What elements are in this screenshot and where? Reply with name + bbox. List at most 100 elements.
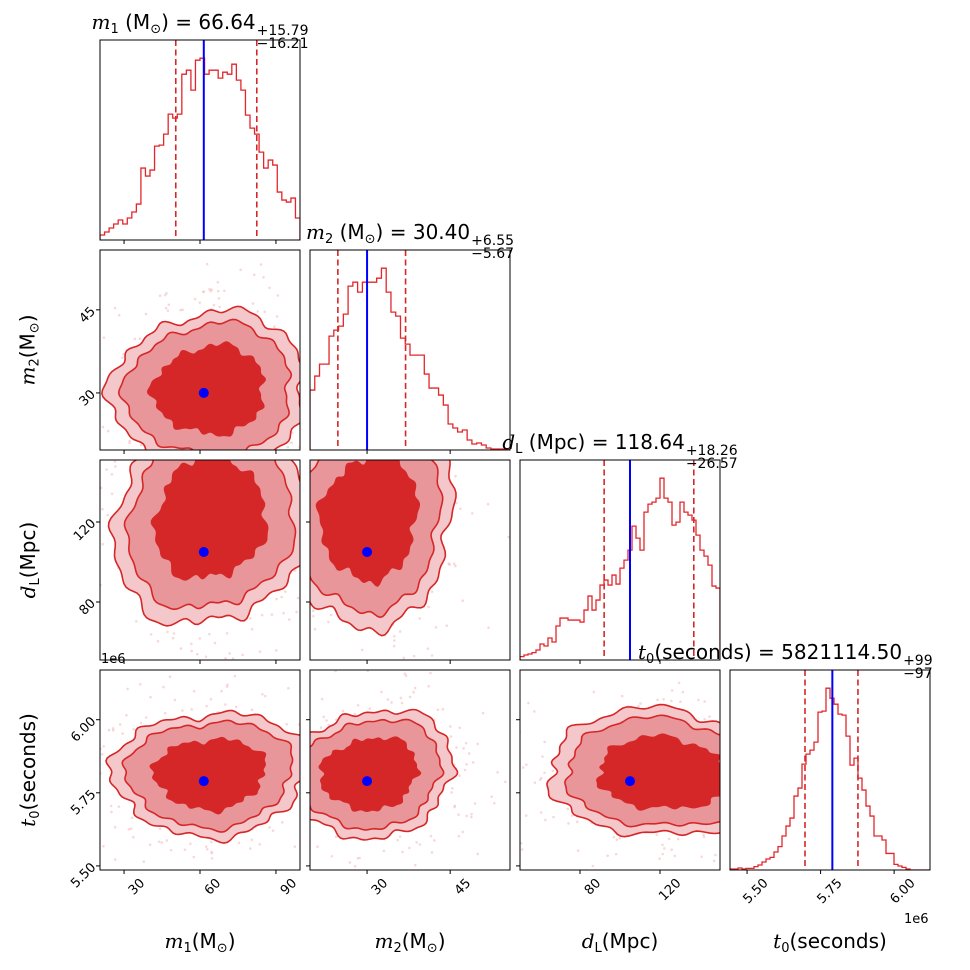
hist-panel-m2 bbox=[309, 249, 511, 454]
scatter-point bbox=[305, 852, 308, 855]
scatter-point bbox=[658, 857, 661, 860]
panel-content bbox=[39, 246, 365, 456]
scatter-point bbox=[426, 419, 429, 422]
scatter-point bbox=[410, 886, 413, 889]
scatter-point bbox=[144, 312, 148, 316]
scatter-point bbox=[502, 805, 505, 808]
scatter-point bbox=[263, 310, 267, 314]
scatter-point bbox=[363, 312, 366, 315]
scatter-point bbox=[202, 290, 206, 293]
scatter-point bbox=[361, 356, 364, 359]
title-unit-sub: ⊙ bbox=[150, 22, 162, 37]
scatter-point bbox=[455, 501, 458, 505]
scatter-point bbox=[323, 429, 326, 432]
scatter-point bbox=[237, 841, 241, 845]
scatter-point bbox=[392, 644, 396, 648]
scatter-point bbox=[197, 246, 200, 249]
scatter-point bbox=[109, 804, 113, 808]
scatter-point bbox=[800, 733, 803, 736]
scatter-point bbox=[445, 624, 449, 628]
title-eq: = bbox=[591, 430, 609, 454]
scatter-point bbox=[149, 633, 153, 636]
scatter-point bbox=[163, 293, 167, 297]
scatter-point bbox=[670, 689, 674, 692]
scatter-point bbox=[268, 826, 271, 829]
scatter-point bbox=[193, 297, 197, 301]
scatter-point bbox=[403, 900, 406, 903]
scatter-point bbox=[511, 835, 514, 838]
scatter-point bbox=[753, 720, 756, 723]
title-m2: m2 (M⊙) = 30.40 +6.55 −5.67 bbox=[306, 222, 514, 261]
scatter-point bbox=[462, 747, 465, 750]
label-unit-close: ) bbox=[15, 314, 40, 323]
scatter-point bbox=[74, 453, 77, 456]
scatter-point bbox=[256, 310, 259, 313]
scatter-point bbox=[39, 420, 42, 423]
label-unit: (seconds) bbox=[789, 929, 887, 953]
scatter-point bbox=[195, 652, 199, 656]
label-unit-sub: ⊙ bbox=[426, 941, 438, 956]
scatter-point bbox=[134, 619, 138, 623]
label-unit-close: ) bbox=[227, 929, 236, 953]
scatter-point bbox=[120, 447, 123, 450]
truth-point bbox=[198, 547, 209, 557]
title-symbol: d bbox=[502, 430, 516, 454]
scatter-point bbox=[302, 570, 305, 573]
scatter-point bbox=[766, 790, 769, 793]
title-unit-close: ) bbox=[375, 220, 384, 244]
scatter-point bbox=[101, 542, 104, 546]
scatter-point bbox=[768, 750, 771, 753]
scatter-point bbox=[102, 336, 106, 339]
xlabel-m1: m1(M⊙) bbox=[164, 929, 236, 955]
title-eq: = bbox=[389, 220, 407, 244]
scatter-point bbox=[521, 766, 525, 769]
scatter-point bbox=[208, 287, 211, 291]
scatter-point bbox=[273, 325, 276, 328]
scatter-point bbox=[334, 357, 337, 360]
scatter-point bbox=[274, 649, 278, 652]
scatter-point bbox=[301, 411, 304, 414]
scatter-point bbox=[393, 639, 396, 642]
scatter-point bbox=[118, 723, 122, 726]
scatter-point bbox=[722, 822, 725, 825]
scatter-point bbox=[331, 420, 334, 423]
scatter-point bbox=[541, 755, 544, 758]
truth-point bbox=[625, 776, 635, 787]
scatter-point bbox=[470, 812, 473, 816]
scatter-point bbox=[305, 805, 308, 808]
scatter-point bbox=[304, 739, 307, 742]
scatter-point bbox=[606, 854, 609, 858]
title-minus: −97 bbox=[903, 666, 933, 682]
scatter-point bbox=[268, 286, 271, 290]
scatter-point bbox=[702, 833, 705, 837]
scatter-point bbox=[216, 289, 220, 293]
scatter-point bbox=[421, 377, 424, 380]
scatter-point bbox=[576, 849, 580, 852]
title-unit: (M bbox=[125, 10, 151, 34]
scatter-point bbox=[476, 742, 479, 746]
scatter-point bbox=[239, 268, 242, 272]
scatter-point bbox=[470, 512, 474, 515]
scatter-point bbox=[166, 309, 170, 312]
scatter-point bbox=[173, 698, 177, 702]
scatter-point bbox=[544, 818, 547, 822]
scatter-point bbox=[267, 663, 270, 666]
title-t0: t0(seconds) = 5821114.50 +99 −97 bbox=[638, 642, 933, 681]
scatter-point bbox=[490, 795, 493, 799]
scatter-point bbox=[300, 726, 303, 729]
scatter-point bbox=[771, 846, 774, 849]
scatter-point bbox=[761, 794, 764, 797]
scatter-point bbox=[183, 848, 187, 852]
scatter-point bbox=[677, 681, 681, 685]
scatter-point bbox=[341, 709, 345, 713]
scatter-point bbox=[125, 713, 128, 717]
scatter-point bbox=[345, 401, 348, 404]
title-unit: (Mpc) bbox=[528, 430, 586, 454]
scatter-point bbox=[325, 719, 328, 722]
scatter-point bbox=[362, 422, 365, 425]
panel-frame bbox=[99, 39, 301, 241]
scatter-point bbox=[402, 656, 406, 660]
scatter-point bbox=[430, 851, 434, 854]
label-unit-sub: ⊙ bbox=[216, 941, 228, 956]
